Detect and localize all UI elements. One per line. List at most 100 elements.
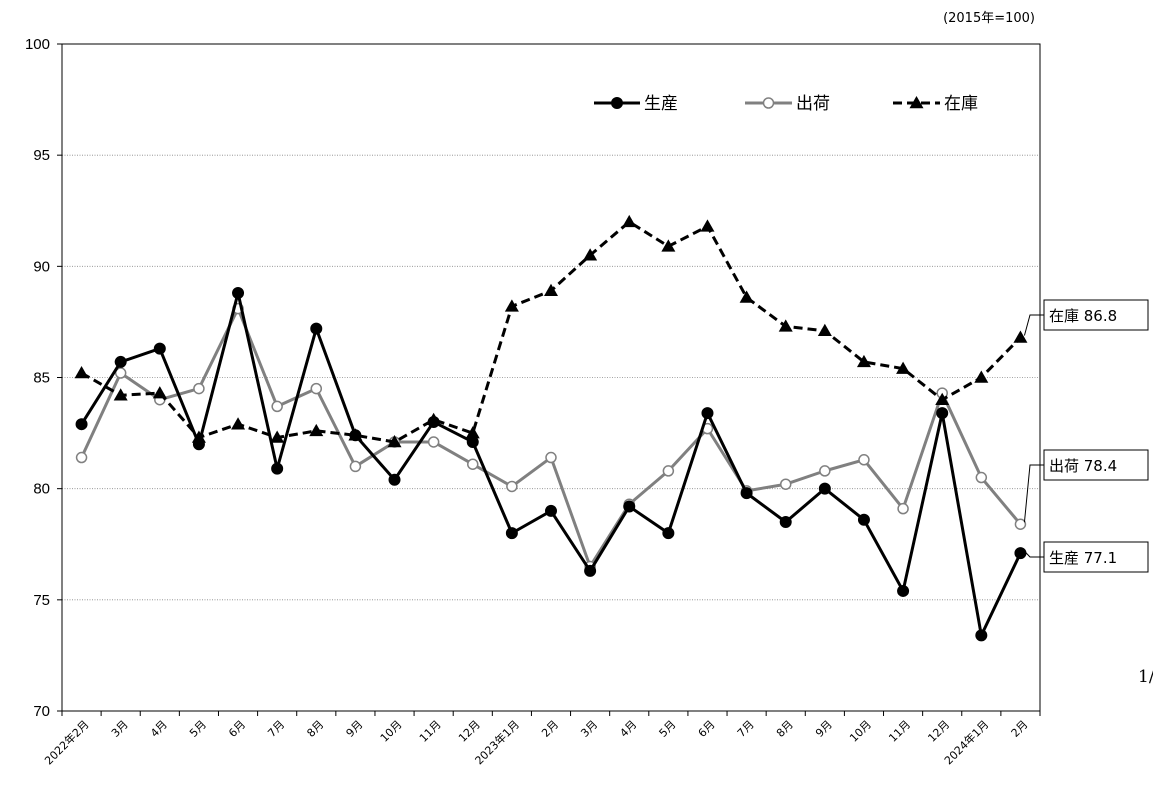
legend-label: 在庫 [944, 94, 978, 114]
axes: 70 75 80 85 90 95 100 2022年2月 3月 4月 5月 6月 7月 8月 9月 10月 1… [25, 36, 1041, 767]
data-point-出荷 [193, 382, 205, 395]
x-tick-label: 5月 [657, 718, 679, 740]
x-tick-label: 2022年2月 [41, 717, 91, 767]
data-point-在庫 [309, 423, 324, 437]
data-point-生産 [192, 438, 205, 451]
data-point-出荷 [819, 465, 831, 477]
x-tick-label: 2月 [1009, 718, 1031, 740]
x-tick-label: 2月 [539, 718, 561, 740]
x-tick-label: 11月 [886, 718, 913, 745]
data-point-生産 [153, 342, 166, 355]
x-tick-label: 3月 [578, 718, 600, 740]
y-tick-label: 95 [33, 147, 50, 164]
callout-box [1043, 449, 1149, 481]
data-point-生産 [427, 415, 440, 428]
data-point-在庫 [622, 214, 637, 228]
data-point-生産 [936, 407, 949, 420]
data-point-出荷 [506, 480, 518, 493]
data-point-在庫 [465, 426, 480, 439]
data-point-出荷 [897, 502, 909, 515]
unit-note: (2015年=100) [943, 11, 1035, 26]
data-point-生産 [975, 629, 988, 642]
data-point-生産 [623, 500, 636, 513]
legend-item-在庫: 在庫 [893, 94, 978, 114]
data-point-生産 [740, 487, 753, 500]
series-出荷 [75, 302, 1027, 573]
data-point-生産 [271, 462, 284, 475]
data-point-在庫 [583, 248, 598, 261]
callout-leader [1023, 314, 1044, 336]
data-point-出荷 [271, 400, 283, 413]
data-point-生産 [584, 564, 597, 577]
data-point-生産 [75, 418, 88, 431]
data-point-在庫 [896, 361, 911, 374]
end-value-callouts: 在庫 86.8 出荷 78.4 生産 77.1 [1023, 299, 1149, 573]
data-point-生産 [349, 429, 362, 442]
data-point-生産 [779, 516, 792, 529]
series-生産 [75, 287, 1027, 642]
callout-box [1043, 299, 1149, 331]
x-tick-label: 10月 [847, 718, 874, 745]
data-point-出荷 [75, 451, 88, 464]
data-point-生産 [857, 513, 870, 526]
data-point-生産 [466, 435, 479, 448]
x-tick-label: 3月 [109, 718, 131, 740]
x-tick-label: 7月 [735, 718, 757, 740]
data-point-出荷 [779, 478, 792, 490]
series-line-在庫 [80, 220, 1022, 444]
data-point-在庫 [817, 323, 832, 337]
data-point-在庫 [700, 219, 715, 232]
x-tick-label: 9月 [813, 718, 835, 740]
data-point-生産 [701, 407, 714, 420]
data-point-在庫 [778, 319, 793, 332]
data-point-在庫 [544, 283, 558, 297]
callout-text: 生産 77.1 [1049, 549, 1117, 567]
data-point-生産 [818, 482, 831, 495]
data-point-在庫 [661, 239, 676, 252]
data-point-出荷 [114, 367, 127, 379]
data-point-在庫 [1013, 330, 1028, 343]
callout-leader [1023, 464, 1044, 523]
data-point-出荷 [467, 458, 479, 470]
data-point-生産 [114, 355, 127, 368]
callout-text: 出荷 78.4 [1049, 457, 1117, 475]
data-point-在庫 [270, 430, 285, 443]
x-tick-label: 12月 [456, 718, 483, 745]
callout-text: 在庫 86.8 [1049, 307, 1117, 325]
y-tick-label: 75 [33, 592, 50, 609]
data-point-出荷 [662, 465, 675, 477]
series-line-出荷 [80, 307, 1022, 568]
data-point-在庫 [152, 386, 167, 399]
data-point-生産 [545, 504, 557, 517]
data-point-出荷 [975, 471, 988, 484]
y-tick-label: 85 [33, 370, 50, 387]
legend-marker [611, 97, 623, 109]
legend-label: 出荷 [796, 94, 830, 114]
legend: 生産 出荷 在庫 [594, 94, 978, 114]
x-tick-label: 6月 [226, 718, 248, 740]
legend-label: 生産 [644, 94, 678, 114]
data-point-生産 [505, 527, 518, 540]
x-tick-label: 9月 [344, 718, 366, 740]
data-point-在庫 [387, 434, 402, 448]
x-tick-label: 11月 [417, 718, 444, 745]
data-point-出荷 [545, 451, 557, 464]
legend-item-出荷: 出荷 [745, 94, 830, 114]
data-point-在庫 [739, 290, 754, 303]
series-line-生産 [80, 291, 1022, 637]
data-point-出荷 [858, 454, 870, 466]
data-point-生産 [388, 473, 401, 486]
data-point-在庫 [935, 392, 950, 405]
callout-出荷: 出荷 78.4 [1023, 449, 1149, 523]
series-在庫 [74, 214, 1028, 448]
x-tick-label: 6月 [696, 718, 718, 740]
gridlines [62, 154, 1040, 601]
data-point-生産 [1014, 547, 1027, 560]
data-point-生産 [662, 527, 675, 540]
data-point-在庫 [74, 366, 89, 379]
y-tick-label: 80 [33, 481, 50, 498]
x-tick-label: 10月 [378, 718, 405, 745]
data-point-在庫 [974, 370, 989, 383]
callout-生産: 生産 77.1 [1024, 541, 1149, 573]
